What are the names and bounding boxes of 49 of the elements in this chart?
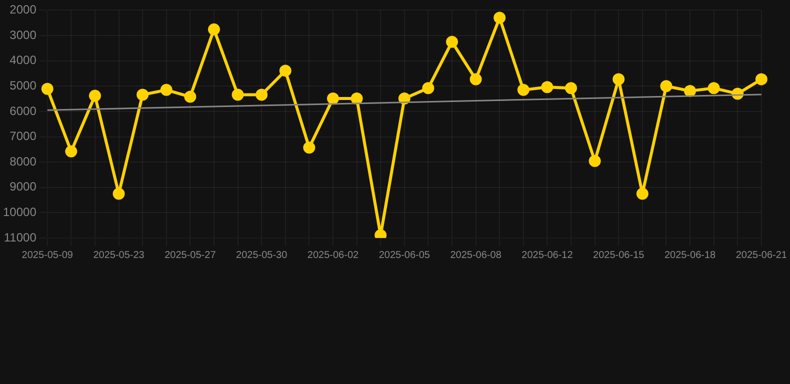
- point: [494, 12, 506, 24]
- point: [422, 82, 434, 94]
- x-tick-label: 2025-06-21: [736, 250, 788, 261]
- x-tick-label: 2025-05-30: [236, 250, 288, 261]
- point: [636, 188, 648, 200]
- point: [184, 90, 196, 103]
- x-tick-label: 2025-06-05: [378, 250, 430, 261]
- x-tick-label: 2025-06-12: [522, 250, 574, 261]
- point: [279, 64, 292, 77]
- point: [612, 73, 625, 86]
- x-tick-label: 2025-05-27: [164, 250, 216, 261]
- point: [565, 82, 578, 94]
- point: [256, 88, 268, 101]
- x-tick-label: 2025-06-08: [450, 250, 502, 261]
- y-tick-label: 7000: [10, 129, 37, 144]
- point: [350, 92, 363, 105]
- point: [88, 90, 101, 102]
- point: [708, 82, 720, 94]
- point: [446, 36, 458, 48]
- point: [136, 88, 149, 101]
- y-tick-label: 10000: [2, 205, 37, 219]
- y-tick-label: 3000: [10, 28, 37, 42]
- point: [41, 82, 54, 95]
- x-tick-label: 2025-06-15: [593, 250, 645, 261]
- point: [208, 23, 220, 36]
- point: [684, 84, 696, 97]
- point: [232, 88, 244, 101]
- point: [112, 188, 125, 200]
- point: [660, 80, 672, 92]
- point: [303, 142, 316, 154]
- point: [517, 84, 530, 96]
- point: [160, 84, 172, 96]
- point: [470, 73, 482, 86]
- point: [326, 92, 339, 105]
- point: [755, 73, 768, 86]
- point: [65, 145, 78, 158]
- y-tick-label: 9000: [10, 180, 37, 194]
- point: [541, 81, 554, 94]
- y-tick-label: 11000: [4, 230, 37, 244]
- point: [588, 155, 601, 168]
- x-tick-label: 2025-05-23: [93, 250, 145, 261]
- x-tick-label: 2025-06-02: [307, 250, 360, 261]
- x-tick-label: 2025-05-09: [22, 250, 74, 261]
- y-tick-label: 8000: [10, 154, 37, 168]
- x-tick-label: 2025-06-18: [664, 250, 716, 261]
- y-tick-label: 6000: [10, 104, 37, 118]
- y-tick-label: 4000: [10, 53, 37, 68]
- y-tick-label: 2000: [10, 2, 37, 17]
- y-tick-label: 5000: [10, 78, 37, 92]
